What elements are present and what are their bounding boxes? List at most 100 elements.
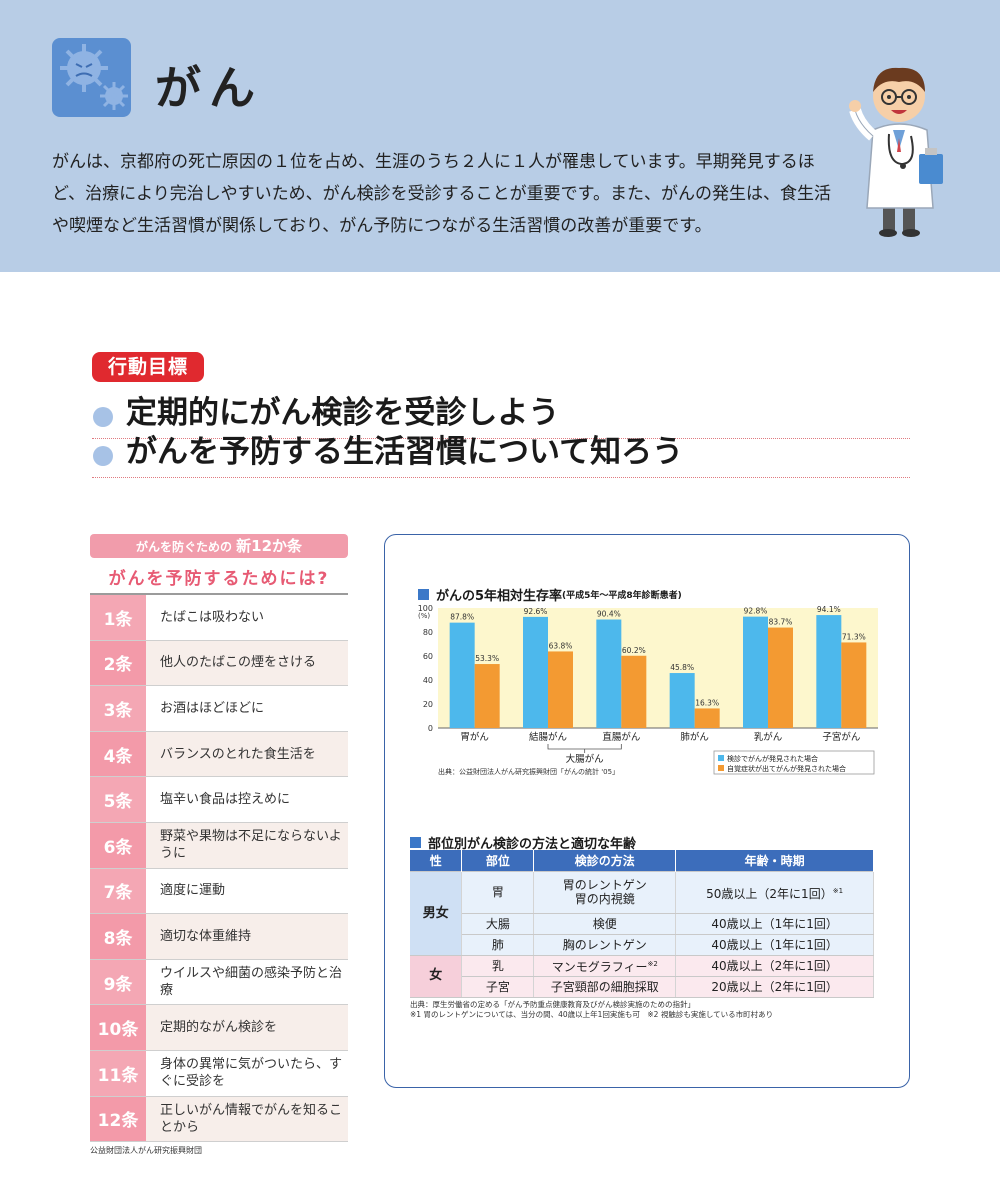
site-cell: 肺 [461,933,535,956]
prevention-rules: がんを防ぐための 新12か条 がんを予防するためには? 1条 たばこは吸わない 2条… [90,534,348,1156]
goal-text: 定期的にがん検診を受診しよう [126,395,560,431]
x-tick-label: 肺がん [680,731,709,743]
column-header: 部位 [461,850,535,871]
rules-list: 1条 たばこは吸わない 2条 他人のたばこの煙をさける 3条 お酒はほどほどに 4条 バランス… [90,595,348,1143]
square-bullet-icon [410,837,421,848]
data-label: 92.8% [744,607,768,616]
rule-text: 塩辛い食品は控えめに [160,792,291,808]
age-cell: 50歳以上（2年に1回）※1 [675,870,874,914]
rule-text: 適切な体重維持 [160,928,252,944]
header-band: がん がんは、京都府の死亡原因の１位を占め、生涯のうち２人に１人が罹患しています… [0,0,1000,272]
rule-number: 8条 [90,914,146,959]
x-tick-label: 胃がん [460,731,489,743]
group-label: 大腸がん [566,753,604,765]
rule-row: 9条 ウイルスや細菌の感染予防と治療 [90,959,348,1006]
data-label: 60.2% [622,646,646,655]
site-cell: 乳 [461,954,535,977]
method-cell: 胃のレントゲン 胃の内視鏡 [533,870,677,914]
legend-label: 自覚症状が出てがんが発見された場合 [727,764,846,773]
data-label: 71.3% [842,632,866,641]
rule-number: 9条 [90,959,146,1005]
column-header: 検診の方法 [533,850,677,871]
table-header-row: 性 部位 検診の方法 年齢・時期 [410,850,874,871]
x-tick-label: 直腸がん [602,731,640,743]
age-cell: 20歳以上（2年に1回） [675,975,874,998]
data-label: 53.3% [475,654,499,663]
rule-text: 野菜や果物は不足にならないように [160,829,342,862]
site-cell: 子宮 [461,975,535,998]
site-cell: 大腸 [461,912,535,935]
table-row: 男女 胃 胃のレントゲン 胃の内視鏡 50歳以上（2年に1回）※1 [410,870,874,956]
action-goal-badge: 行動目標 [92,352,204,382]
y-axis-unit: (%) [418,612,430,620]
rule-number: 11条 [90,1050,146,1096]
age-cell: 40歳以上（1年に1回） [675,933,874,956]
y-tick-label: 20 [423,700,433,709]
rules-header-prefix: がんを防ぐための [135,540,232,554]
bar [669,673,695,728]
rule-number: 6条 [90,822,146,868]
group-bracket [547,744,622,753]
rule-number: 10条 [90,1005,146,1050]
table-notes: 出典：厚生労働省の定める「がん予防重点健康教育及びがん検診実施のための指針」 ※… [410,1000,880,1020]
y-tick-label: 100 [418,604,433,613]
legend-swatch [718,755,724,761]
page-title: がん [155,61,263,115]
rule-text: 適度に運動 [160,883,226,899]
sex-cell: 男女 [410,870,463,956]
data-label: 63.8% [549,641,573,650]
rule-number: 4条 [90,731,146,777]
rule-text: 定期的ながん検診を [160,1020,278,1036]
goal-text: がんを予防する生活習慣について知ろう [126,434,684,470]
chart-title: がんの5年相対生存率 (平成5年〜平成8年診断患者) [418,585,682,604]
virus-icon [52,38,131,117]
rule-text: 正しいがん情報でがんを知ることから [160,1102,343,1135]
bar [816,615,842,728]
square-bullet-icon [418,589,429,600]
rule-row: 3条 お酒はほどほどに [90,686,348,732]
bar [694,708,720,728]
footnote-marker: ※2 [647,960,658,968]
site-cell: 胃 [461,870,535,914]
rule-row: 11条 身体の異常に気がついたら、すぐに受診を [90,1050,348,1097]
data-label: 87.8% [450,613,474,622]
rule-number: 1条 [90,595,146,640]
data-label: 45.8% [670,663,694,672]
bullet-icon [93,446,113,466]
table-title-text: 部位別がん検診の方法と適切な年齢 [428,837,637,852]
footnote-marker: ※1 [832,886,844,895]
legend-label: 検診でがんが発見された場合 [727,754,818,763]
rule-number: 5条 [90,777,146,822]
column-header: 年齢・時期 [675,850,874,871]
rules-subtitle: がんを予防するためには? [90,558,348,595]
table-row: 大腸 検便 40歳以上（1年に1回） [410,912,874,935]
data-label: 94.1% [817,605,841,614]
rule-row: 12条 正しいがん情報でがんを知ることから [90,1096,348,1143]
rule-row: 7条 適度に運動 [90,868,348,915]
bar [621,655,647,728]
y-tick-label: 40 [423,676,433,685]
rule-number: 12条 [90,1096,146,1142]
rules-header: がんを防ぐための 新12か条 [90,534,348,558]
age-value: 50歳以上（2年に1回） [706,886,833,901]
x-tick-label: 乳がん [754,731,783,743]
table-title: 部位別がん検診の方法と適切な年齢 [410,833,636,852]
data-label: 83.7% [769,618,793,627]
data-label: 90.4% [597,610,621,619]
rule-text: バランスのとれた食生活を [160,746,316,762]
rule-text: たばこは吸わない [160,609,265,625]
rule-row: 2条 他人のたばこの煙をさける [90,640,348,687]
method-cell: 胸のレントゲン [533,933,677,956]
rule-text: 他人のたばこの煙をさける [160,655,317,671]
x-tick-label: 子宮がん [822,731,860,743]
bar [596,619,622,728]
age-cell: 40歳以上（1年に1回） [675,912,874,935]
info-panel [384,534,910,1088]
rule-row: 10条 定期的ながん検診を [90,1005,348,1051]
y-tick-label: 0 [428,724,433,733]
bar [841,642,867,728]
table-source: 出典：厚生労働省の定める「がん予防重点健康教育及びがん検診実施のための指針」 [410,1000,695,1009]
rule-number: 3条 [90,686,146,731]
column-header: 性 [410,850,463,871]
rule-text: ウイルスや細菌の感染予防と治療 [160,966,343,999]
